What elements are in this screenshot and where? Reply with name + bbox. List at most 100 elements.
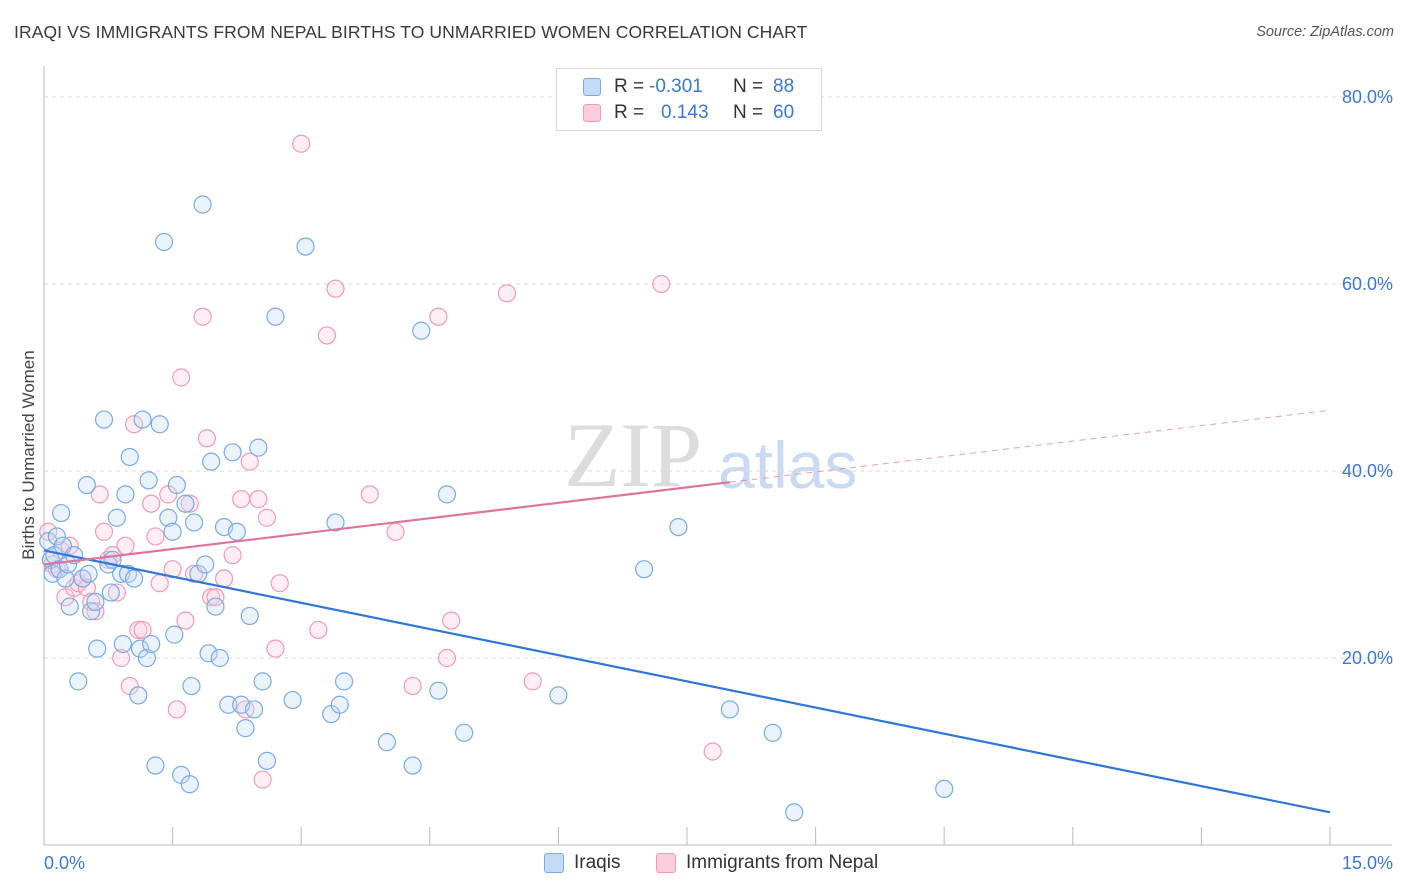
y-tick-label: 60.0% bbox=[1342, 274, 1393, 294]
y-tick-labels: 20.0% 40.0% 60.0% 80.0% bbox=[1342, 87, 1393, 668]
iraqi-point bbox=[334, 672, 354, 691]
iraqi-point bbox=[669, 517, 688, 537]
iraqi-point bbox=[60, 597, 79, 616]
axes bbox=[43, 66, 1392, 846]
watermark: ZIP atlas bbox=[564, 404, 857, 506]
y-tick-label: 20.0% bbox=[1342, 648, 1393, 668]
iraqi-point bbox=[549, 686, 568, 705]
nepal-point bbox=[180, 494, 199, 513]
iraqi-point bbox=[77, 475, 96, 495]
nepal-point bbox=[437, 648, 457, 668]
n-value: 88 bbox=[773, 76, 795, 97]
nepal-point bbox=[116, 536, 135, 555]
watermark-atlas: atlas bbox=[718, 428, 857, 502]
grid-lines bbox=[44, 96, 1392, 659]
iraqi-point bbox=[88, 639, 107, 658]
nepal-point bbox=[442, 611, 461, 630]
nepal-point bbox=[176, 611, 195, 630]
trend-lines bbox=[43, 409, 1331, 814]
iraqi-point bbox=[210, 648, 229, 668]
nepal-point bbox=[240, 452, 259, 471]
x-tick-label-min: 0.0% bbox=[44, 853, 85, 873]
nepal-point bbox=[193, 307, 212, 326]
correlation-legend: R = -0.301 N = 88 R = 0.143 N = 60 bbox=[556, 68, 822, 131]
nepal-point bbox=[652, 274, 671, 294]
iraqi-point bbox=[326, 513, 345, 532]
iraqi-point bbox=[240, 606, 259, 626]
iraqi-points bbox=[39, 195, 954, 822]
iraqi-point bbox=[159, 508, 178, 527]
iraqi-point bbox=[142, 634, 161, 654]
nepal-point bbox=[94, 522, 114, 541]
iraqi-point bbox=[720, 700, 739, 719]
iraqi-point bbox=[150, 415, 169, 434]
nepal-point bbox=[360, 485, 379, 504]
nepal-point bbox=[214, 569, 234, 588]
iraqi-point bbox=[257, 751, 277, 770]
iraqi-point bbox=[403, 756, 422, 775]
iraqi-point bbox=[182, 676, 201, 696]
r-label: R = bbox=[614, 76, 645, 97]
nepal-point bbox=[292, 134, 311, 153]
nepal-point bbox=[142, 494, 161, 513]
x-tick-label-max: 15.0% bbox=[1342, 853, 1393, 873]
iraqi-point bbox=[52, 503, 71, 523]
nepal-point bbox=[266, 639, 285, 658]
iraqi-point bbox=[377, 733, 397, 752]
nepal-point bbox=[403, 676, 422, 696]
nepal-points bbox=[39, 134, 722, 789]
nepal-point bbox=[150, 574, 169, 593]
iraqi-point bbox=[296, 237, 315, 256]
nepal-point bbox=[206, 588, 225, 607]
nepal-point bbox=[39, 522, 58, 541]
iraqi-point bbox=[412, 321, 431, 340]
nepal-point bbox=[124, 415, 144, 434]
iraqi-point bbox=[101, 583, 120, 602]
iraqi-point bbox=[253, 672, 272, 691]
n-label: N = bbox=[733, 102, 764, 123]
r-label: R = bbox=[614, 102, 645, 123]
y-tick-label: 40.0% bbox=[1342, 461, 1393, 481]
iraqi-point bbox=[635, 560, 654, 579]
nepal-point bbox=[523, 672, 542, 691]
iraqi-point bbox=[176, 494, 195, 513]
nepal-point bbox=[197, 429, 216, 448]
iraqi-point bbox=[129, 686, 148, 705]
nepal-point bbox=[167, 700, 186, 719]
nepal-point bbox=[703, 742, 722, 761]
y-axis-label: Births to Unmarried Women bbox=[19, 350, 38, 559]
nepal-point bbox=[309, 620, 328, 640]
iraqi-point bbox=[120, 447, 139, 467]
iraqi-point bbox=[202, 452, 221, 471]
iraqi-point bbox=[206, 597, 225, 616]
iraqi-trend-line bbox=[43, 549, 1331, 814]
source-credit: Source: ZipAtlas.com bbox=[1256, 24, 1394, 40]
nepal-point bbox=[270, 574, 289, 593]
nepal-swatch bbox=[583, 104, 601, 122]
iraqi-point bbox=[227, 522, 246, 541]
iraqi-point bbox=[139, 471, 158, 490]
nepal-point bbox=[497, 284, 517, 303]
nepal-trend-line bbox=[43, 481, 730, 566]
iraqi-point bbox=[283, 690, 302, 710]
n-value: 60 bbox=[773, 102, 795, 123]
iraqi-point bbox=[236, 719, 255, 738]
iraqi-point bbox=[167, 475, 186, 495]
iraqis-legend-swatch bbox=[544, 853, 564, 873]
nepal-point bbox=[112, 648, 131, 668]
iraqi-point bbox=[266, 307, 285, 326]
iraqi-point bbox=[223, 443, 242, 462]
iraqi-point bbox=[763, 723, 782, 742]
legend-label: Immigrants from Nepal bbox=[686, 852, 879, 873]
nepal-point bbox=[60, 536, 79, 555]
legend-label: Iraqis bbox=[574, 852, 621, 873]
iraqi-point bbox=[437, 485, 457, 504]
iraqi-point bbox=[219, 695, 238, 714]
nepal-point bbox=[386, 522, 405, 541]
iraqi-point bbox=[107, 508, 126, 527]
iraqi-point bbox=[184, 513, 204, 532]
iraqi-point bbox=[86, 592, 105, 612]
iraqi-point bbox=[116, 485, 135, 504]
iraqi-point bbox=[113, 634, 132, 654]
